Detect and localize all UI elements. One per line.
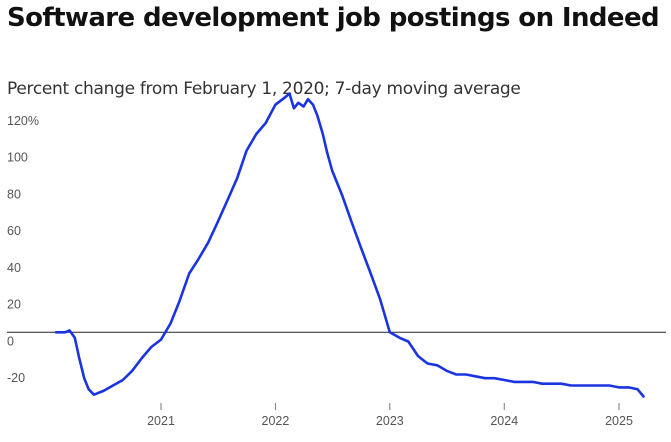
y-tick-label: 20: [7, 298, 21, 312]
x-tick-label: 2021: [147, 414, 175, 428]
x-tick-label: 2024: [490, 414, 518, 428]
chart-subtitle: Percent change from February 1, 2020; 7-…: [7, 79, 521, 99]
y-tick-label: 40: [7, 261, 21, 275]
x-tick-label: 2022: [262, 414, 290, 428]
y-tick-label: 60: [7, 224, 21, 238]
y-tick-label: 120%: [7, 114, 39, 128]
y-tick-label: 100: [7, 151, 28, 165]
x-axis-ticks: 2021 2022 2023 2024 2025: [147, 403, 633, 428]
y-tick-label: 80: [7, 187, 21, 201]
x-tick-label: 2023: [376, 414, 404, 428]
y-tick-label: -20: [7, 371, 25, 385]
chart-title: Software development job postings on Ind…: [7, 3, 660, 33]
x-tick-label: 2025: [605, 414, 633, 428]
y-tick-label: 0: [7, 334, 14, 348]
y-axis-tick-labels: 120% 100 80 60 40 20 0 -20: [7, 114, 39, 385]
job-postings-series-line: [54, 92, 645, 398]
